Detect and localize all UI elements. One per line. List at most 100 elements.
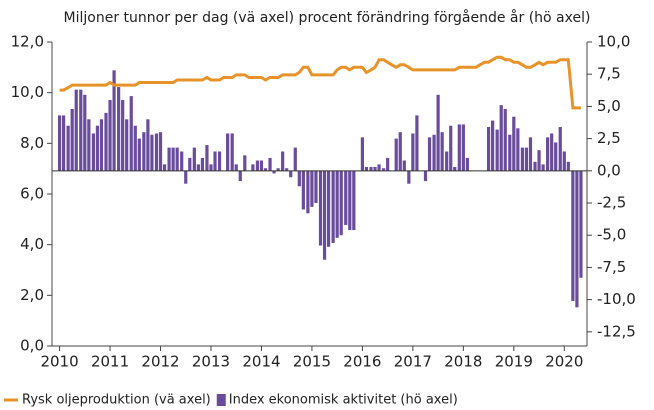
bar xyxy=(440,132,444,171)
bar xyxy=(297,170,301,187)
bar xyxy=(407,170,411,184)
bar xyxy=(162,164,167,171)
bar xyxy=(495,129,499,171)
bar xyxy=(453,166,457,171)
bar xyxy=(445,151,449,171)
bar xyxy=(263,168,268,171)
bar xyxy=(491,120,495,171)
x-tick-label: 2011 xyxy=(91,353,129,371)
bar xyxy=(255,160,260,171)
bar xyxy=(209,164,213,171)
bar xyxy=(158,132,163,171)
x-tick-label: 2014 xyxy=(242,353,280,371)
bar xyxy=(217,151,222,171)
y-tick-label: 2,0 xyxy=(20,286,44,304)
y-tick-label: 12,0 xyxy=(11,33,44,51)
bar xyxy=(427,137,432,171)
bar xyxy=(537,150,541,171)
bar xyxy=(314,170,318,204)
bar xyxy=(226,133,230,171)
bar xyxy=(289,170,293,178)
bar xyxy=(200,157,205,171)
bar xyxy=(99,119,104,171)
bar xyxy=(272,170,276,174)
y-tick-label: 4,0 xyxy=(20,235,44,253)
legend-label: Rysk oljeproduktion (vä axel) xyxy=(22,393,211,408)
bar xyxy=(512,116,516,171)
bar xyxy=(133,125,137,171)
bar xyxy=(66,125,70,171)
bar xyxy=(112,70,116,171)
bar xyxy=(62,115,66,171)
y-tick-label: 6,0 xyxy=(20,185,44,203)
bar xyxy=(188,157,192,171)
bar xyxy=(142,132,146,171)
bar xyxy=(352,170,356,231)
x-tick-label: 2016 xyxy=(343,353,381,371)
bar xyxy=(57,115,62,171)
bar xyxy=(579,170,583,278)
bar xyxy=(175,147,179,171)
bar xyxy=(449,125,453,171)
legend-swatch xyxy=(216,394,226,406)
bar xyxy=(339,170,343,236)
x-tick-label: 2017 xyxy=(394,353,432,371)
bar xyxy=(192,147,196,171)
bar xyxy=(125,119,129,171)
bar xyxy=(432,134,436,171)
bar xyxy=(213,151,217,171)
bar xyxy=(180,151,184,171)
bar xyxy=(360,137,365,171)
bar xyxy=(74,89,78,171)
bar xyxy=(554,142,558,171)
bar xyxy=(575,170,579,308)
bar xyxy=(95,125,100,171)
bar xyxy=(285,168,289,171)
bar xyxy=(377,164,381,171)
bar xyxy=(238,170,242,182)
bar xyxy=(167,147,171,171)
bar xyxy=(293,147,297,171)
bar xyxy=(251,164,255,171)
bar xyxy=(369,166,373,171)
bar xyxy=(243,155,247,171)
legend-label: Index ekonomisk aktivitet (hö axel) xyxy=(229,393,458,408)
bar xyxy=(528,137,533,171)
bar xyxy=(234,164,238,171)
bar xyxy=(520,147,524,171)
bar xyxy=(344,170,348,225)
y-tick-label: 8,0 xyxy=(20,134,44,152)
bar xyxy=(306,170,310,214)
bar xyxy=(566,161,570,171)
bar xyxy=(184,170,188,184)
bar xyxy=(171,147,175,171)
bar xyxy=(461,124,465,171)
bar xyxy=(562,151,566,171)
bar xyxy=(137,138,141,171)
y2-tick-label: 10,0 xyxy=(597,33,630,51)
y2-tick-label: 0,0 xyxy=(597,161,621,179)
bar xyxy=(533,161,537,171)
y2-tick-label: -12,5 xyxy=(597,322,636,340)
x-tick-label: 2018 xyxy=(444,353,482,371)
x-tick-label: 2019 xyxy=(495,353,533,371)
y2-tick-label: -2,5 xyxy=(597,194,626,212)
bar xyxy=(411,133,415,171)
bar xyxy=(268,157,272,171)
y2-tick-label: -5,0 xyxy=(597,226,626,244)
bar xyxy=(146,119,150,171)
bar xyxy=(457,124,461,171)
bar xyxy=(516,128,520,171)
y2-tick-label: 2,5 xyxy=(597,129,621,147)
bar xyxy=(150,134,154,171)
x-tick-label: 2013 xyxy=(192,353,230,371)
line xyxy=(59,55,581,110)
y2-tick-label: -7,5 xyxy=(597,258,626,276)
bar xyxy=(348,170,352,231)
bar xyxy=(423,170,428,182)
bar xyxy=(326,170,331,247)
bar xyxy=(301,170,305,210)
x-tick-label: 2010 xyxy=(40,353,78,371)
bar xyxy=(398,132,402,171)
bar xyxy=(104,112,108,171)
